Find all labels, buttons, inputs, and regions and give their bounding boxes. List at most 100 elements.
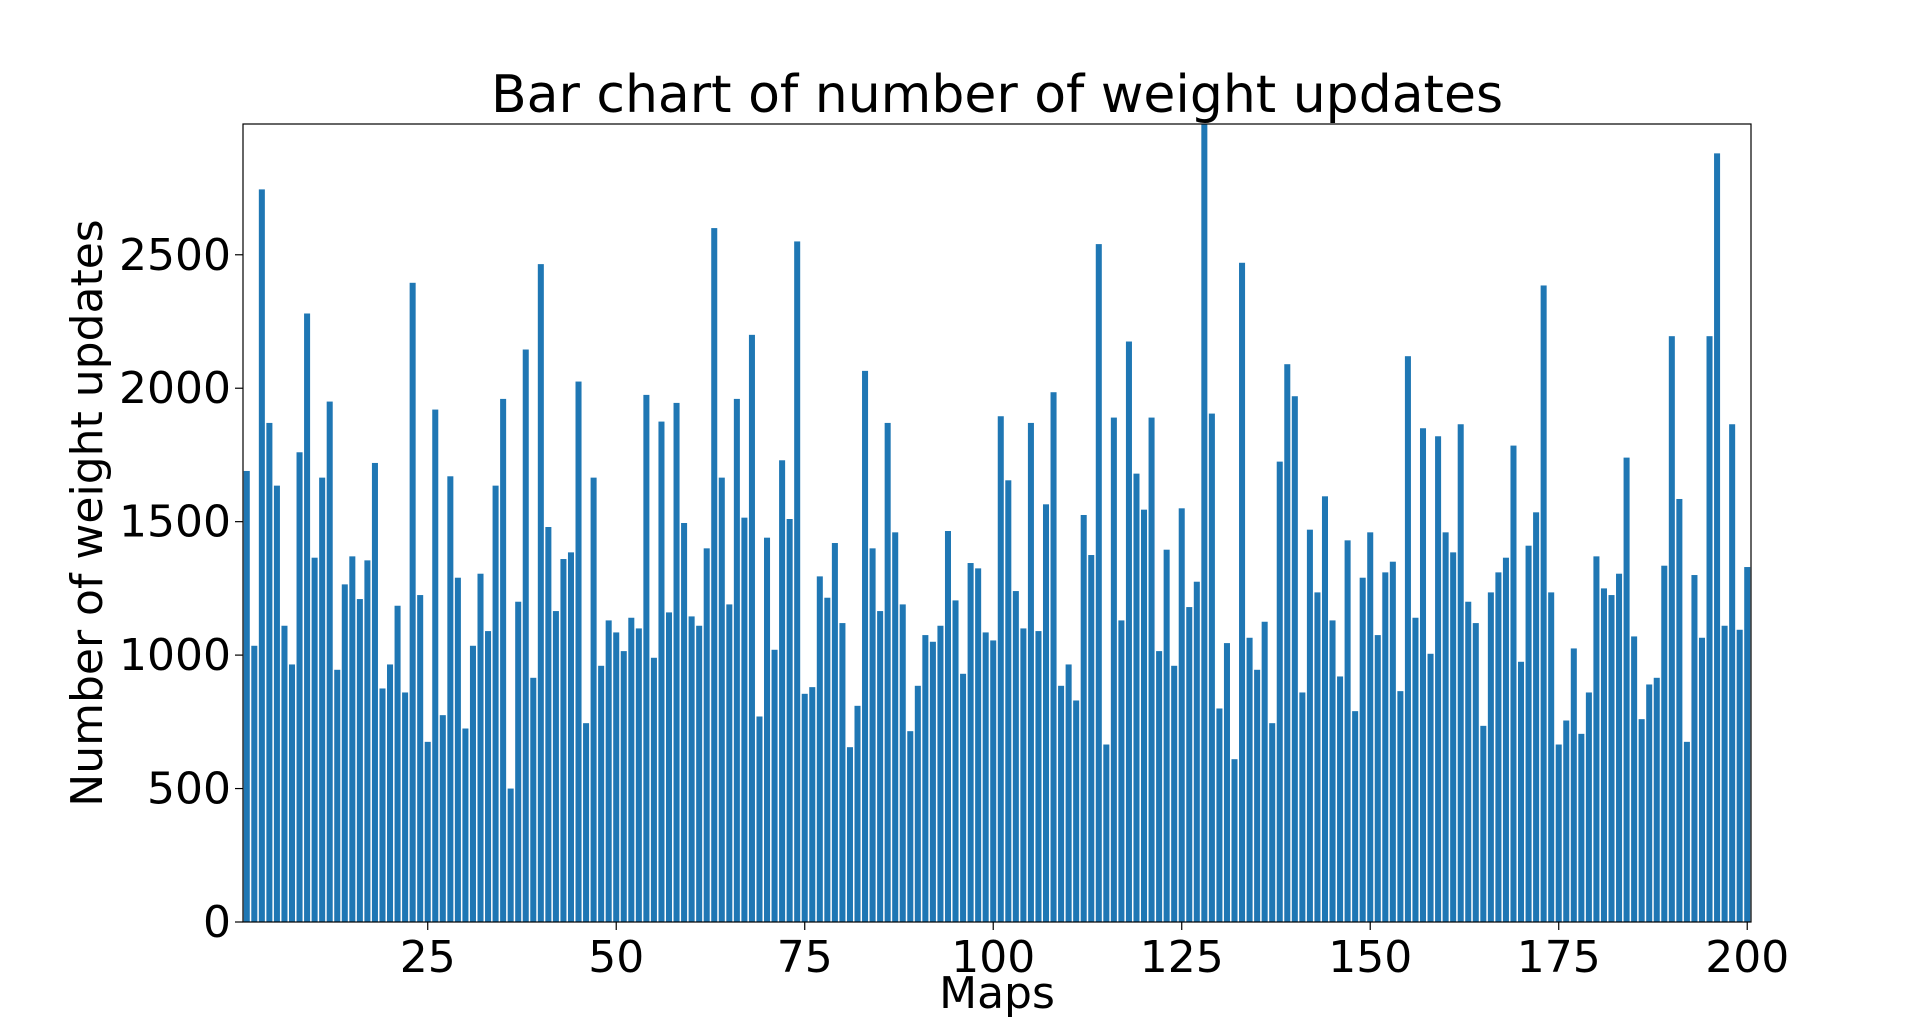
bar-map-37 — [515, 601, 522, 922]
bar-map-101 — [997, 416, 1004, 922]
y-tick-label: 1500 — [119, 497, 231, 548]
bar-map-179 — [1585, 692, 1592, 922]
bar-map-109 — [1058, 685, 1065, 922]
bar-map-54 — [643, 394, 650, 922]
bar-map-11 — [319, 477, 326, 922]
bar-map-25 — [424, 741, 431, 922]
bar-map-131 — [1223, 643, 1230, 922]
bar-map-72 — [779, 460, 786, 922]
bar-map-99 — [982, 632, 989, 922]
bar-map-70 — [764, 537, 771, 922]
bar-map-150 — [1367, 532, 1374, 922]
bar-map-157 — [1419, 428, 1427, 922]
bar-map-110 — [1065, 664, 1072, 922]
bar-map-156 — [1412, 617, 1419, 922]
bar-map-158 — [1427, 653, 1434, 922]
bar-map-35 — [500, 398, 507, 922]
bar-map-108 — [1050, 392, 1057, 923]
bar-map-16 — [356, 599, 363, 922]
x-tick-label: 175 — [1517, 932, 1601, 983]
y-tick-label: 2000 — [119, 363, 231, 414]
bar-map-117 — [1118, 620, 1125, 922]
bar-map-13 — [334, 669, 341, 922]
bar-map-130 — [1216, 708, 1223, 922]
y-axis-label: Number of weight updates — [62, 219, 113, 806]
bar-map-86 — [884, 422, 891, 922]
bar-map-154 — [1397, 691, 1404, 922]
bar-map-200 — [1744, 567, 1751, 922]
bar-map-73 — [786, 519, 793, 922]
bar-map-4 — [266, 422, 273, 922]
bar-map-74 — [794, 241, 801, 922]
bar-map-56 — [658, 421, 665, 922]
bar-map-118 — [1125, 341, 1132, 922]
bar-map-46 — [583, 723, 590, 922]
bar-map-181 — [1600, 588, 1607, 922]
bar-map-178 — [1578, 733, 1585, 922]
bar-map-68 — [748, 334, 755, 923]
bar-map-3 — [258, 189, 265, 922]
axes-layer — [242, 123, 1752, 923]
bar-map-161 — [1450, 552, 1457, 922]
bar-map-28 — [447, 476, 454, 922]
bar-map-12 — [326, 401, 333, 922]
bar-map-44 — [567, 552, 574, 922]
bar-map-183 — [1616, 573, 1623, 922]
bar-map-120 — [1141, 509, 1148, 922]
bar-map-62 — [703, 548, 710, 922]
bar-map-152 — [1382, 572, 1389, 922]
bar-map-84 — [869, 548, 876, 922]
bar-map-67 — [741, 517, 748, 922]
bar-map-198 — [1729, 424, 1736, 922]
bar-map-168 — [1502, 557, 1509, 922]
bar-map-34 — [492, 485, 499, 922]
y-tick-label: 0 — [203, 897, 231, 948]
bars-layer — [243, 124, 1751, 923]
bar-map-197 — [1721, 625, 1728, 922]
bar-map-47 — [590, 477, 597, 922]
bar-map-10 — [311, 557, 318, 922]
bar-map-189 — [1661, 565, 1668, 922]
x-tick-label: 100 — [951, 932, 1035, 983]
bar-map-166 — [1487, 592, 1494, 922]
bar-map-180 — [1593, 556, 1600, 922]
bar-map-171 — [1525, 545, 1532, 922]
bar-map-174 — [1548, 592, 1555, 922]
bar-map-65 — [726, 604, 733, 922]
bar-map-138 — [1276, 461, 1283, 922]
bar-map-42 — [552, 611, 559, 922]
bar-map-136 — [1261, 621, 1268, 922]
bar-map-144 — [1321, 496, 1328, 922]
bar-map-167 — [1495, 572, 1502, 922]
bar-map-18 — [371, 462, 378, 922]
bar-map-112 — [1080, 514, 1087, 922]
bar-map-93 — [937, 625, 944, 922]
bar-map-53 — [635, 628, 642, 922]
bar-map-96 — [960, 673, 967, 922]
bar-map-27 — [439, 715, 446, 922]
bar-map-105 — [1027, 422, 1034, 922]
bar-map-114 — [1095, 244, 1102, 923]
bar-map-121 — [1148, 417, 1155, 922]
bar-map-102 — [1005, 480, 1012, 922]
bar-map-83 — [862, 370, 869, 922]
y-tick-label: 500 — [147, 764, 231, 815]
bar-map-22 — [402, 692, 409, 922]
bar-map-21 — [394, 605, 401, 922]
bar-map-63 — [711, 228, 718, 923]
bar-map-137 — [1269, 723, 1276, 922]
bar-map-177 — [1570, 648, 1577, 922]
bar-map-69 — [756, 716, 763, 922]
bar-map-133 — [1239, 262, 1246, 922]
bar-map-141 — [1299, 692, 1306, 922]
bar-map-159 — [1435, 436, 1442, 922]
bar-map-153 — [1389, 561, 1396, 922]
bar-map-24 — [417, 595, 424, 922]
bar-map-194 — [1698, 637, 1705, 922]
bar-map-61 — [696, 625, 703, 922]
bar-map-107 — [1042, 504, 1050, 922]
bar-map-26 — [432, 409, 439, 922]
bar-map-100 — [990, 640, 997, 922]
bar-map-55 — [650, 657, 657, 922]
